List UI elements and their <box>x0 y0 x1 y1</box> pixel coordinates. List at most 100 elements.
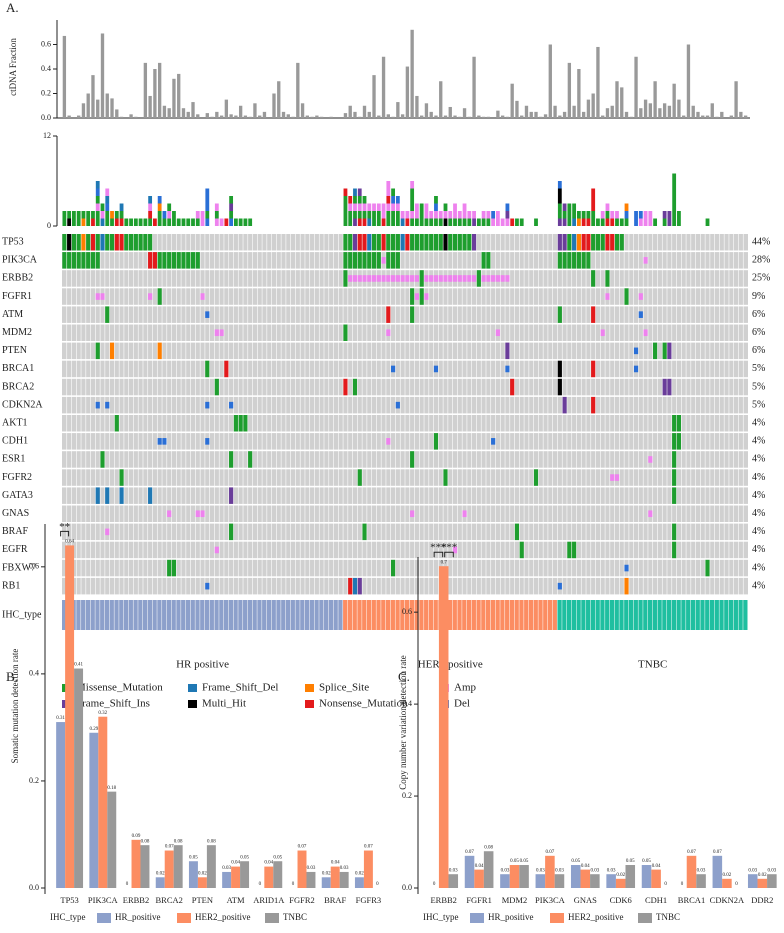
count-bar <box>415 203 419 211</box>
count-bar <box>386 181 391 189</box>
legend-label: HER2_positive <box>568 912 624 922</box>
group-cell <box>371 600 376 630</box>
group-cell <box>733 600 738 630</box>
alteration <box>181 252 186 269</box>
alteration <box>67 234 72 251</box>
count-bar <box>372 211 376 219</box>
group-cell <box>109 600 114 630</box>
count-bar <box>353 211 357 219</box>
bar <box>172 78 176 118</box>
alteration <box>414 275 419 282</box>
legend-label: Frame_Shift_Del <box>202 682 278 694</box>
group-cell <box>571 600 576 630</box>
bar <box>248 116 252 118</box>
y-tick-label: 0.6 <box>29 562 39 571</box>
alteration <box>633 365 639 373</box>
legend-swatch <box>188 700 197 708</box>
count-bar <box>615 218 619 226</box>
alteration <box>505 275 510 282</box>
alteration <box>357 252 362 269</box>
alteration <box>638 293 643 300</box>
alteration <box>452 275 458 282</box>
y-tick-label: 0.2 <box>41 88 51 97</box>
gene-label: ATM <box>2 309 23 320</box>
sig-bracket <box>433 551 444 558</box>
count-bar <box>438 218 443 226</box>
bar <box>510 83 514 118</box>
alteration <box>367 234 372 251</box>
alteration <box>667 342 672 360</box>
bar <box>596 46 600 119</box>
alteration <box>605 234 610 251</box>
value-label: 0.04 <box>231 861 240 866</box>
alteration <box>672 523 677 541</box>
bar <box>558 115 562 118</box>
alteration <box>591 270 596 287</box>
alteration <box>433 433 439 450</box>
alteration <box>205 401 210 409</box>
count-bar <box>410 211 415 219</box>
legend-label: TNBC <box>656 912 680 922</box>
value-label: 0.02 <box>322 871 331 876</box>
alteration <box>495 329 500 337</box>
bar <box>129 114 133 118</box>
count-bar <box>200 211 205 219</box>
alteration <box>362 234 367 251</box>
pct-label: 4% <box>752 580 765 591</box>
count-bar <box>357 188 362 196</box>
bar <box>77 115 81 118</box>
count-bar <box>343 188 348 196</box>
alteration <box>405 234 410 251</box>
y-tick-label: 0.2 <box>402 791 412 800</box>
y-tick-label: 12 <box>43 131 51 140</box>
alteration <box>233 415 238 432</box>
count-bar <box>419 211 424 219</box>
alteration <box>581 234 586 251</box>
alteration <box>386 329 391 337</box>
count-bar <box>443 211 448 219</box>
alteration <box>152 252 157 269</box>
group-cell <box>85 600 91 630</box>
alteration <box>386 252 391 269</box>
value-label: 0.03 <box>607 868 616 873</box>
bar <box>386 114 390 118</box>
count-bar <box>214 211 219 219</box>
count-bar <box>567 203 572 211</box>
gene-label: BRAF <box>2 526 29 537</box>
bar <box>682 115 686 118</box>
value-label: 0.03 <box>590 868 599 873</box>
alteration <box>562 252 567 269</box>
legend-label: Multi_Hit <box>202 698 246 710</box>
value-label: 0.05 <box>510 859 519 864</box>
bar <box>162 105 167 118</box>
alteration <box>624 288 629 305</box>
alteration <box>467 234 472 251</box>
alteration <box>557 252 562 269</box>
group-cell <box>690 600 696 630</box>
count-bar <box>443 218 448 226</box>
alteration <box>619 234 624 251</box>
bar <box>215 111 219 118</box>
alteration <box>76 234 81 251</box>
alteration <box>633 347 639 355</box>
alteration <box>352 252 358 269</box>
x-tick-label: CDKN2A <box>710 895 745 905</box>
bar <box>545 855 555 888</box>
bar <box>153 69 157 118</box>
group-cell <box>600 600 605 630</box>
count-bar <box>372 218 376 226</box>
count-bar <box>343 203 348 211</box>
bar <box>410 29 414 118</box>
bar <box>615 81 619 118</box>
value-label: 0.32 <box>98 711 107 716</box>
group-cell <box>700 600 705 630</box>
count-bar <box>119 218 124 226</box>
group-cell <box>505 600 510 630</box>
count-bar <box>157 211 162 219</box>
legend-title: IHC_type <box>50 912 86 922</box>
group-cell <box>176 600 181 630</box>
alteration <box>371 252 377 269</box>
bar <box>586 99 591 118</box>
group-cell <box>328 600 334 630</box>
y-axis-label: Somatic mutation detection rate <box>10 649 20 764</box>
